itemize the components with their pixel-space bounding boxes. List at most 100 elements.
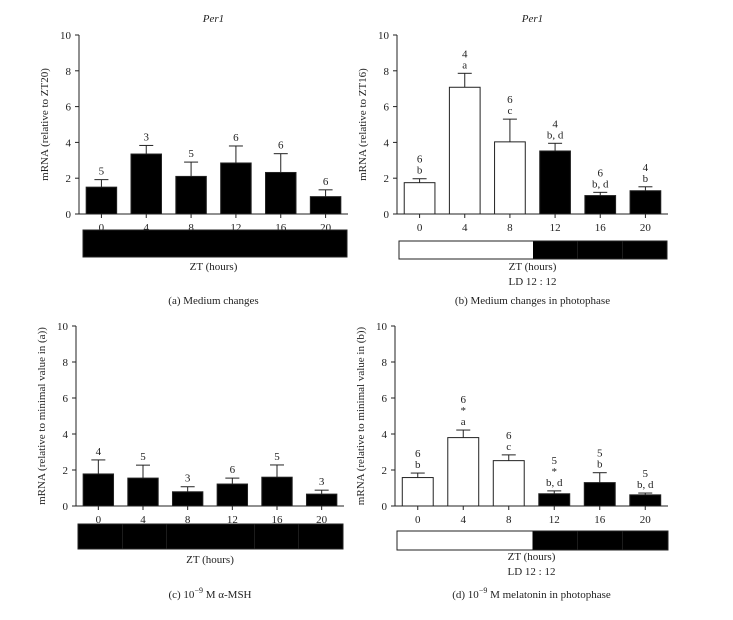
lighting-segment-dark xyxy=(127,230,171,257)
x-tick-label: 4 xyxy=(140,514,146,526)
y-tick-label: 2 xyxy=(382,465,388,477)
chart-title: Per1 xyxy=(202,13,224,25)
x-tick-label: 12 xyxy=(230,222,241,234)
bar-annotation: a xyxy=(461,416,466,428)
bar-annotation: 4 xyxy=(462,48,468,60)
lighting-segment-light xyxy=(488,241,533,259)
lighting-segment-dark xyxy=(83,230,127,257)
y-tick-label: 2 xyxy=(63,465,69,477)
x-tick-label: 8 xyxy=(188,222,194,234)
y-tick-label: 4 xyxy=(382,429,388,441)
x-tick-label: 8 xyxy=(185,514,191,526)
bar-zt-20 xyxy=(629,494,662,507)
x-tick-label: 20 xyxy=(640,514,652,526)
bar-annotation: c xyxy=(507,105,512,117)
bar-zt-0 xyxy=(82,473,115,507)
bar-annotation: a xyxy=(462,59,467,71)
y-tick-label: 4 xyxy=(66,137,72,149)
lighting-segment-dark xyxy=(210,524,255,549)
x-tick-label: 12 xyxy=(227,514,238,526)
lighting-bar-outline xyxy=(77,523,344,550)
bar-annotation: b, d xyxy=(637,479,654,491)
y-tick-label: 0 xyxy=(66,209,72,221)
chart-panel-c: 0 2 4 6 8 10 mRNA (relative to minimal value i… xyxy=(36,321,344,601)
x-tick-label: 20 xyxy=(640,222,652,234)
bar-zt-12 xyxy=(538,493,571,507)
y-tick-label: 10 xyxy=(376,321,388,333)
caption-text: (b) Medium changes in photophase xyxy=(455,295,610,307)
x-axis-label: ZT (hours) xyxy=(508,551,556,563)
bar-zt-12 xyxy=(220,162,252,215)
caption-superscript: −9 xyxy=(194,586,203,595)
bar-zt-8 xyxy=(492,460,525,507)
bar-zt-4 xyxy=(130,153,162,215)
lighting-segment-light xyxy=(399,241,444,259)
bar-zt-16 xyxy=(261,476,293,507)
bar-zt-4 xyxy=(127,477,159,507)
bar-annotation: b, d xyxy=(547,129,564,141)
x-tick-label: 0 xyxy=(417,222,423,234)
x-tick-label: 20 xyxy=(316,514,328,526)
bar-annotation: 6 xyxy=(415,448,421,460)
lighting-segment-dark xyxy=(622,531,668,550)
y-axis-label: mRNA (relative to ZT16) xyxy=(357,68,369,181)
panel-caption: (b) Medium changes in photophase xyxy=(455,295,610,307)
caption-text: (c) 10 xyxy=(168,589,194,601)
x-tick-label: 16 xyxy=(272,514,284,526)
x-tick-label: 20 xyxy=(320,222,332,234)
lighting-segment-dark xyxy=(303,230,347,257)
x-tick-label: 0 xyxy=(415,514,421,526)
y-axis-label: mRNA (relative to ZT20) xyxy=(39,68,51,181)
bar-zt-4 xyxy=(448,86,481,215)
lighting-segment-dark xyxy=(298,524,343,549)
bar-annotation: 6 xyxy=(278,140,284,152)
bar-zt-12 xyxy=(216,483,249,507)
y-tick-label: 6 xyxy=(63,393,69,405)
x-tick-label: 4 xyxy=(144,222,150,234)
y-tick-label: 6 xyxy=(382,393,388,405)
bar-zt-0 xyxy=(401,477,434,507)
bar-annotation: b xyxy=(597,459,603,471)
bar-zt-16 xyxy=(265,171,297,215)
lighting-segment-dark xyxy=(577,241,623,259)
bar-annotation: 3 xyxy=(144,131,150,143)
x-tick-label: 8 xyxy=(507,222,513,234)
bar-annotation: * xyxy=(552,466,558,478)
y-tick-label: 8 xyxy=(66,66,72,78)
bar-zt-8 xyxy=(494,141,526,215)
lighting-segment-dark xyxy=(78,524,123,549)
lighting-schedule-label: LD 12 : 12 xyxy=(508,566,556,578)
bar-annotation: 4 xyxy=(552,118,558,130)
lighting-segment-dark xyxy=(532,531,578,550)
bar-annotation: 5 xyxy=(274,451,280,463)
y-tick-label: 8 xyxy=(63,357,69,369)
caption-superscript: −9 xyxy=(479,586,488,595)
y-tick-label: 4 xyxy=(384,137,390,149)
panel-caption: (d) 10−9 M melatonin in photophase xyxy=(452,586,611,601)
bar-annotation: 6 xyxy=(506,430,512,442)
y-tick-label: 10 xyxy=(378,30,390,42)
chart-panel-d: 0 2 4 6 8 10 mRNA (relative to minimal value i… xyxy=(355,321,669,601)
y-tick-label: 8 xyxy=(384,66,390,78)
x-tick-label: 4 xyxy=(462,222,468,234)
lighting-segment-light xyxy=(443,241,489,259)
bar-annotation: 6 xyxy=(233,132,239,144)
lighting-segment-dark xyxy=(166,524,211,549)
bar-zt-20 xyxy=(629,190,662,215)
x-tick-label: 12 xyxy=(549,514,560,526)
x-tick-label: 16 xyxy=(594,514,606,526)
x-tick-label: 16 xyxy=(595,222,607,234)
lighting-segment-light xyxy=(487,531,533,550)
lighting-bar-outline xyxy=(396,530,669,551)
bar-annotation: b, d xyxy=(592,178,609,190)
bar-annotation: b, d xyxy=(546,477,563,489)
lighting-segment-light xyxy=(397,531,443,550)
bar-annotation: * xyxy=(461,405,467,417)
y-tick-label: 10 xyxy=(60,30,72,42)
panel-caption: (a) Medium changes xyxy=(168,295,258,307)
bar-zt-0 xyxy=(403,182,436,215)
bar-zt-20 xyxy=(309,196,342,215)
bar-zt-4 xyxy=(447,437,480,507)
